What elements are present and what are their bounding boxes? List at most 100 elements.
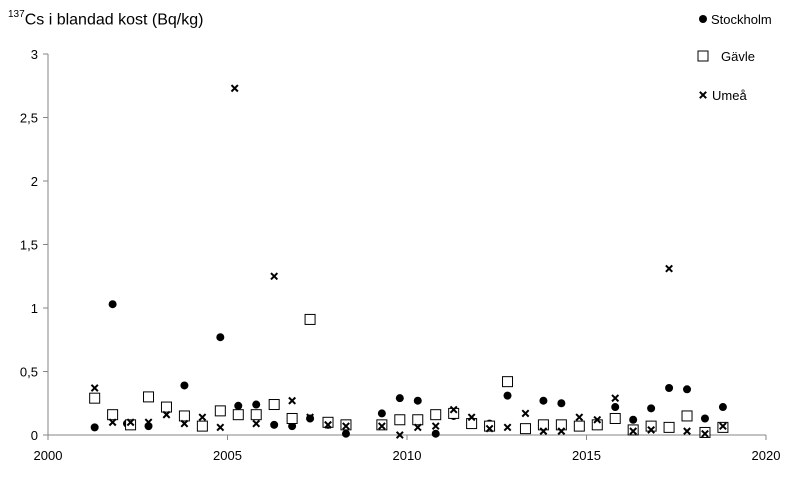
data-point-g-vle [681,410,693,422]
series-ume- [90,84,727,439]
data-point-ume- [144,418,153,427]
data-point-stockholm [665,384,674,393]
data-point-ume- [431,422,440,431]
data-point-stockholm [629,415,638,424]
data-point-ume- [467,413,476,422]
data-point-stockholm [108,300,117,309]
data-point-g-vle [178,410,190,422]
data-point-stockholm [557,399,566,408]
data-point-ume- [395,431,404,439]
x-tick-label: 2015 [572,448,601,463]
data-point-stockholm [341,429,350,438]
series-g-vle [89,313,729,438]
data-point-g-vle [160,401,172,413]
y-axis-label: 137Cs i blandad kost (Bq/kg) [8,9,204,29]
data-point-ume- [647,426,656,434]
x-tick-label: 2000 [34,448,63,463]
data-point-g-vle [232,409,244,421]
data-point-g-vle [609,412,621,424]
legend-label-ume-: Umeå [712,88,747,103]
data-point-ume- [629,427,638,436]
data-point-stockholm [377,409,386,418]
data-point-ume- [180,419,189,428]
data-point-ume- [342,422,350,431]
data-point-stockholm [431,429,440,438]
data-point-ume- [449,405,458,414]
data-point-ume- [611,394,620,403]
data-point-g-vle [250,409,262,421]
data-point-stockholm [539,396,548,405]
data-point-ume- [683,427,691,436]
data-point-ume- [108,418,117,427]
data-point-g-vle [304,313,316,325]
legend-label-g-vle: Gävle [721,49,755,64]
data-point-stockholm [395,394,404,403]
x-tick-label: 2020 [752,448,781,463]
data-point-g-vle [502,376,514,388]
data-point-ume- [162,410,171,419]
data-point-g-vle [286,412,298,424]
data-point-ume- [503,423,512,432]
data-point-g-vle [322,416,334,428]
legend-marker-ume- [699,91,707,99]
data-point-ume- [485,424,494,433]
data-point-g-vle [107,409,119,421]
data-point-g-vle [573,420,585,432]
x-tick-label: 2005 [213,448,242,463]
data-point-g-vle [143,391,155,403]
data-point-ume- [288,396,297,405]
data-point-ume- [521,409,530,418]
y-tick-label: 2,5 [20,111,38,126]
data-point-ume- [413,423,422,432]
data-point-stockholm [503,391,512,400]
legend: Stockholm Gävle Umeå [697,12,772,103]
data-point-ume- [216,423,225,432]
y-tick-label: 0 [31,428,38,443]
data-point-ume- [126,418,135,427]
data-point-g-vle [268,399,280,411]
y-tick-label: 2 [31,174,38,189]
data-point-ume- [90,384,99,392]
data-point-stockholm [252,400,261,409]
data-point-stockholm [647,404,656,413]
x-tick-label: 2010 [393,448,422,463]
y-tick-label: 0,5 [20,365,38,380]
data-point-ume- [377,422,386,431]
data-point-g-vle [125,419,137,431]
data-point-g-vle [89,392,101,404]
data-point-g-vle [484,420,496,432]
legend-marker-stockholm [699,15,707,23]
data-point-g-vle [214,405,226,417]
axes: 2000 2005 2010 2015 2020 0 0,5 1 1,5 2 2,5 3 [20,47,781,463]
y-axis-label-text: Cs i blandad kost (Bq/kg) [24,11,204,29]
data-point-stockholm [270,420,279,429]
data-point-g-vle [663,421,675,433]
data-point-ume- [557,427,566,436]
data-point-ume- [252,419,261,428]
data-point-ume- [270,272,279,281]
y-tick-label: 3 [31,47,38,62]
data-point-g-vle [394,414,406,426]
data-point-stockholm [234,401,243,410]
data-point-stockholm [216,333,225,342]
data-point-stockholm [683,385,692,394]
data-point-stockholm [288,422,297,431]
plot-area [89,84,729,439]
data-point-ume- [593,415,602,424]
data-point-g-vle [196,420,208,432]
data-point-stockholm [90,423,99,432]
data-point-ume- [198,413,207,422]
legend-label-stockholm: Stockholm [711,12,772,27]
data-point-ume- [719,422,727,431]
data-point-stockholm [700,414,709,423]
data-point-ume- [665,264,673,273]
legend-marker-g-vle [697,50,709,62]
data-point-g-vle [519,423,531,435]
data-point-ume- [539,427,548,436]
data-point-g-vle [430,409,442,421]
data-point-ume- [701,429,709,438]
data-point-g-vle [412,414,424,426]
data-point-stockholm [180,381,189,390]
y-tick-label: 1,5 [20,238,38,253]
